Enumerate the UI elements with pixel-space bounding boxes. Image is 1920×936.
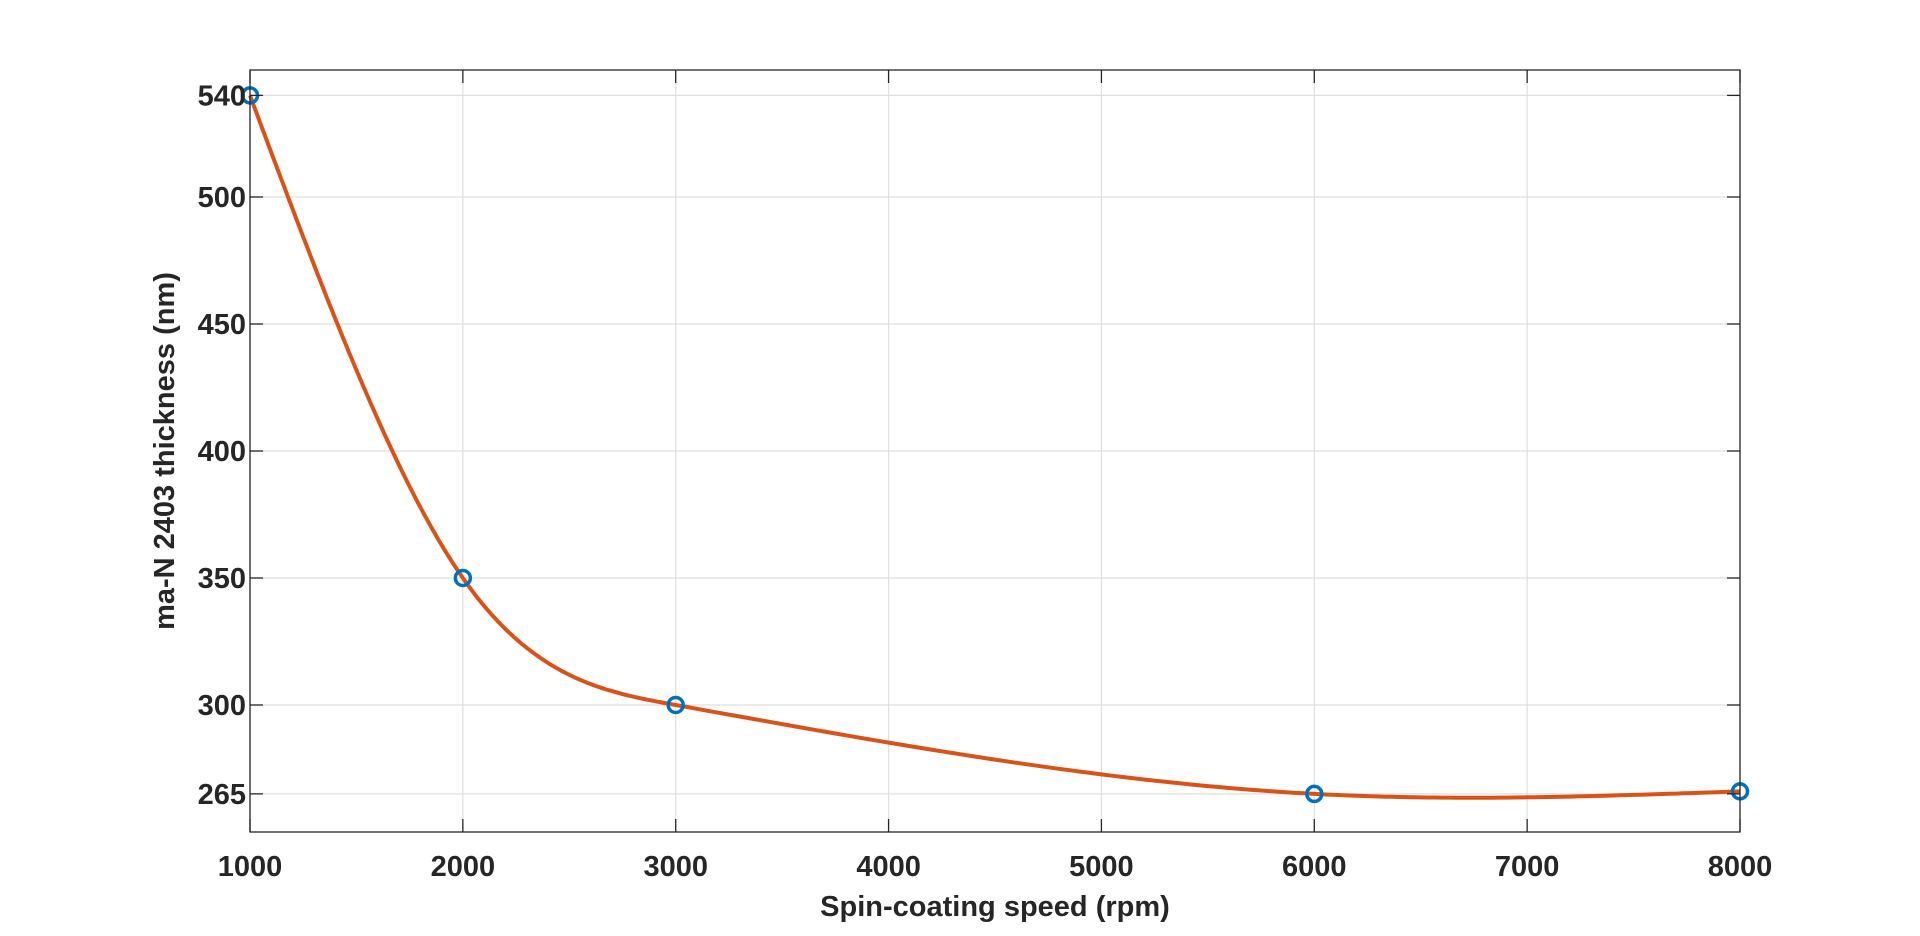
x-tick-label: 5000 [1069, 851, 1134, 883]
x-tick-label: 6000 [1282, 851, 1347, 883]
y-tick-label: 350 [198, 563, 246, 595]
x-tick-label: 2000 [431, 851, 496, 883]
fit-curve [248, 94, 1741, 800]
x-tick-label: 7000 [1495, 851, 1560, 883]
data-point-marker [666, 695, 685, 715]
marker-layer [240, 86, 1750, 804]
data-point-marker [1305, 784, 1324, 804]
y-tick-label: 400 [198, 436, 246, 468]
y-axis-label: ma-N 2403 thickness (nm) [149, 272, 181, 630]
x-axis-label: Spin-coating speed (rpm) [820, 891, 1170, 923]
x-tick-label: 1000 [218, 851, 283, 883]
ticks: 1000 2000 3000 4000 5000 6000 7000 8000 265 300 35… [198, 70, 1773, 883]
y-tick-label: 500 [198, 182, 246, 214]
x-tick-label: 3000 [643, 851, 708, 883]
fit-curve-layer [248, 94, 1741, 800]
y-tick-label: 265 [198, 779, 246, 811]
x-tick-label: 8000 [1708, 851, 1773, 883]
data-point-marker [453, 568, 473, 588]
y-tick-label: 450 [198, 309, 246, 341]
grid [249, 70, 1741, 832]
y-tick-label: 540 [198, 80, 246, 112]
x-tick-label: 4000 [856, 851, 921, 883]
y-tick-label: 300 [198, 690, 246, 722]
